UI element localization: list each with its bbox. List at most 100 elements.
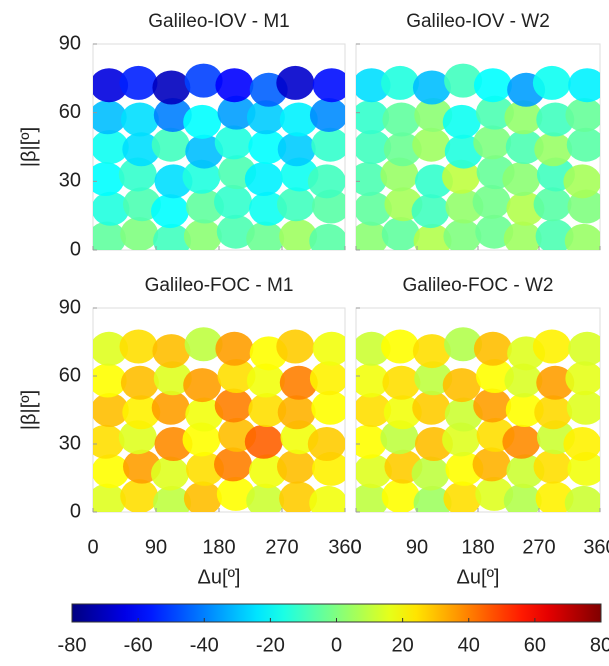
point — [279, 365, 318, 400]
point — [279, 102, 318, 137]
point — [356, 393, 392, 427]
point — [153, 361, 192, 396]
point — [442, 104, 481, 139]
points — [93, 327, 345, 512]
point — [356, 162, 388, 197]
point — [93, 424, 125, 459]
point — [356, 363, 390, 398]
point — [93, 221, 126, 250]
y-tick-label: 90 — [59, 296, 81, 318]
colorbar-tick-label: -80 — [58, 634, 87, 656]
point — [152, 70, 191, 105]
point — [311, 127, 345, 162]
point — [356, 483, 389, 512]
point — [182, 422, 221, 457]
point — [565, 361, 600, 396]
point — [383, 132, 422, 167]
point — [246, 363, 285, 398]
point — [153, 223, 192, 250]
point — [312, 68, 345, 103]
point — [412, 334, 451, 369]
point — [276, 329, 315, 364]
point — [276, 65, 315, 100]
point — [215, 68, 254, 103]
point — [413, 223, 452, 250]
colorbar-tick-label: 60 — [524, 634, 546, 656]
point — [93, 393, 129, 427]
point — [566, 127, 600, 162]
point — [442, 422, 481, 457]
point — [248, 130, 287, 164]
panel-title: Galileo-FOC - W2 — [403, 275, 554, 296]
point — [411, 456, 450, 491]
points — [93, 63, 345, 250]
y-tick-label: 0 — [70, 238, 81, 260]
y-tick-label: 60 — [59, 364, 81, 386]
point — [216, 476, 255, 511]
point — [118, 157, 157, 192]
point — [412, 127, 451, 162]
point — [564, 485, 600, 512]
point — [186, 451, 224, 486]
y-tick-label: 90 — [59, 32, 81, 54]
point — [93, 162, 125, 197]
point — [183, 104, 222, 139]
point — [214, 184, 252, 219]
y-tick-label: 60 — [59, 101, 81, 123]
point — [279, 219, 318, 250]
point — [503, 221, 542, 250]
point — [151, 194, 189, 229]
point — [93, 363, 127, 398]
point — [536, 102, 575, 137]
point — [413, 485, 452, 512]
colorbar-tick-label: 40 — [458, 634, 480, 656]
point — [532, 65, 571, 100]
colorbar-tick-label: 20 — [392, 634, 414, 656]
point — [120, 365, 159, 400]
point — [563, 164, 600, 199]
point — [309, 361, 345, 396]
point — [475, 95, 514, 130]
point — [472, 447, 511, 482]
panel-title: Galileo-FOC - M1 — [145, 275, 294, 296]
point — [153, 485, 192, 512]
point — [473, 388, 512, 423]
point — [567, 189, 600, 224]
point — [277, 132, 316, 167]
point — [444, 63, 483, 98]
point — [568, 68, 600, 103]
x-tick-label: 0 — [350, 536, 361, 558]
y-tick-label: 30 — [59, 432, 81, 454]
point — [122, 395, 161, 430]
point — [475, 359, 514, 393]
point — [312, 189, 345, 224]
point — [412, 390, 451, 425]
point — [217, 359, 256, 393]
point — [311, 390, 345, 425]
point — [244, 162, 283, 197]
point — [279, 481, 318, 512]
point — [184, 327, 223, 362]
y-axis-label: |β|[º] — [18, 127, 40, 167]
point — [534, 395, 573, 430]
point — [248, 393, 287, 427]
point — [118, 420, 157, 455]
point — [122, 132, 161, 167]
point — [312, 331, 345, 366]
colorbar-tick-label: -60 — [124, 634, 153, 656]
colorbar-tick-label: -20 — [256, 634, 285, 656]
panel: Galileo-IOV - M1 0 30 60 90 |β|[º] — [18, 11, 346, 260]
point — [414, 97, 453, 132]
point — [249, 454, 287, 489]
point — [356, 191, 392, 226]
point — [186, 189, 224, 224]
point — [214, 125, 253, 160]
point — [185, 134, 224, 169]
point — [565, 97, 600, 132]
point — [120, 216, 159, 250]
point — [475, 476, 514, 511]
point — [214, 447, 252, 482]
points — [356, 63, 600, 250]
point — [93, 454, 130, 489]
